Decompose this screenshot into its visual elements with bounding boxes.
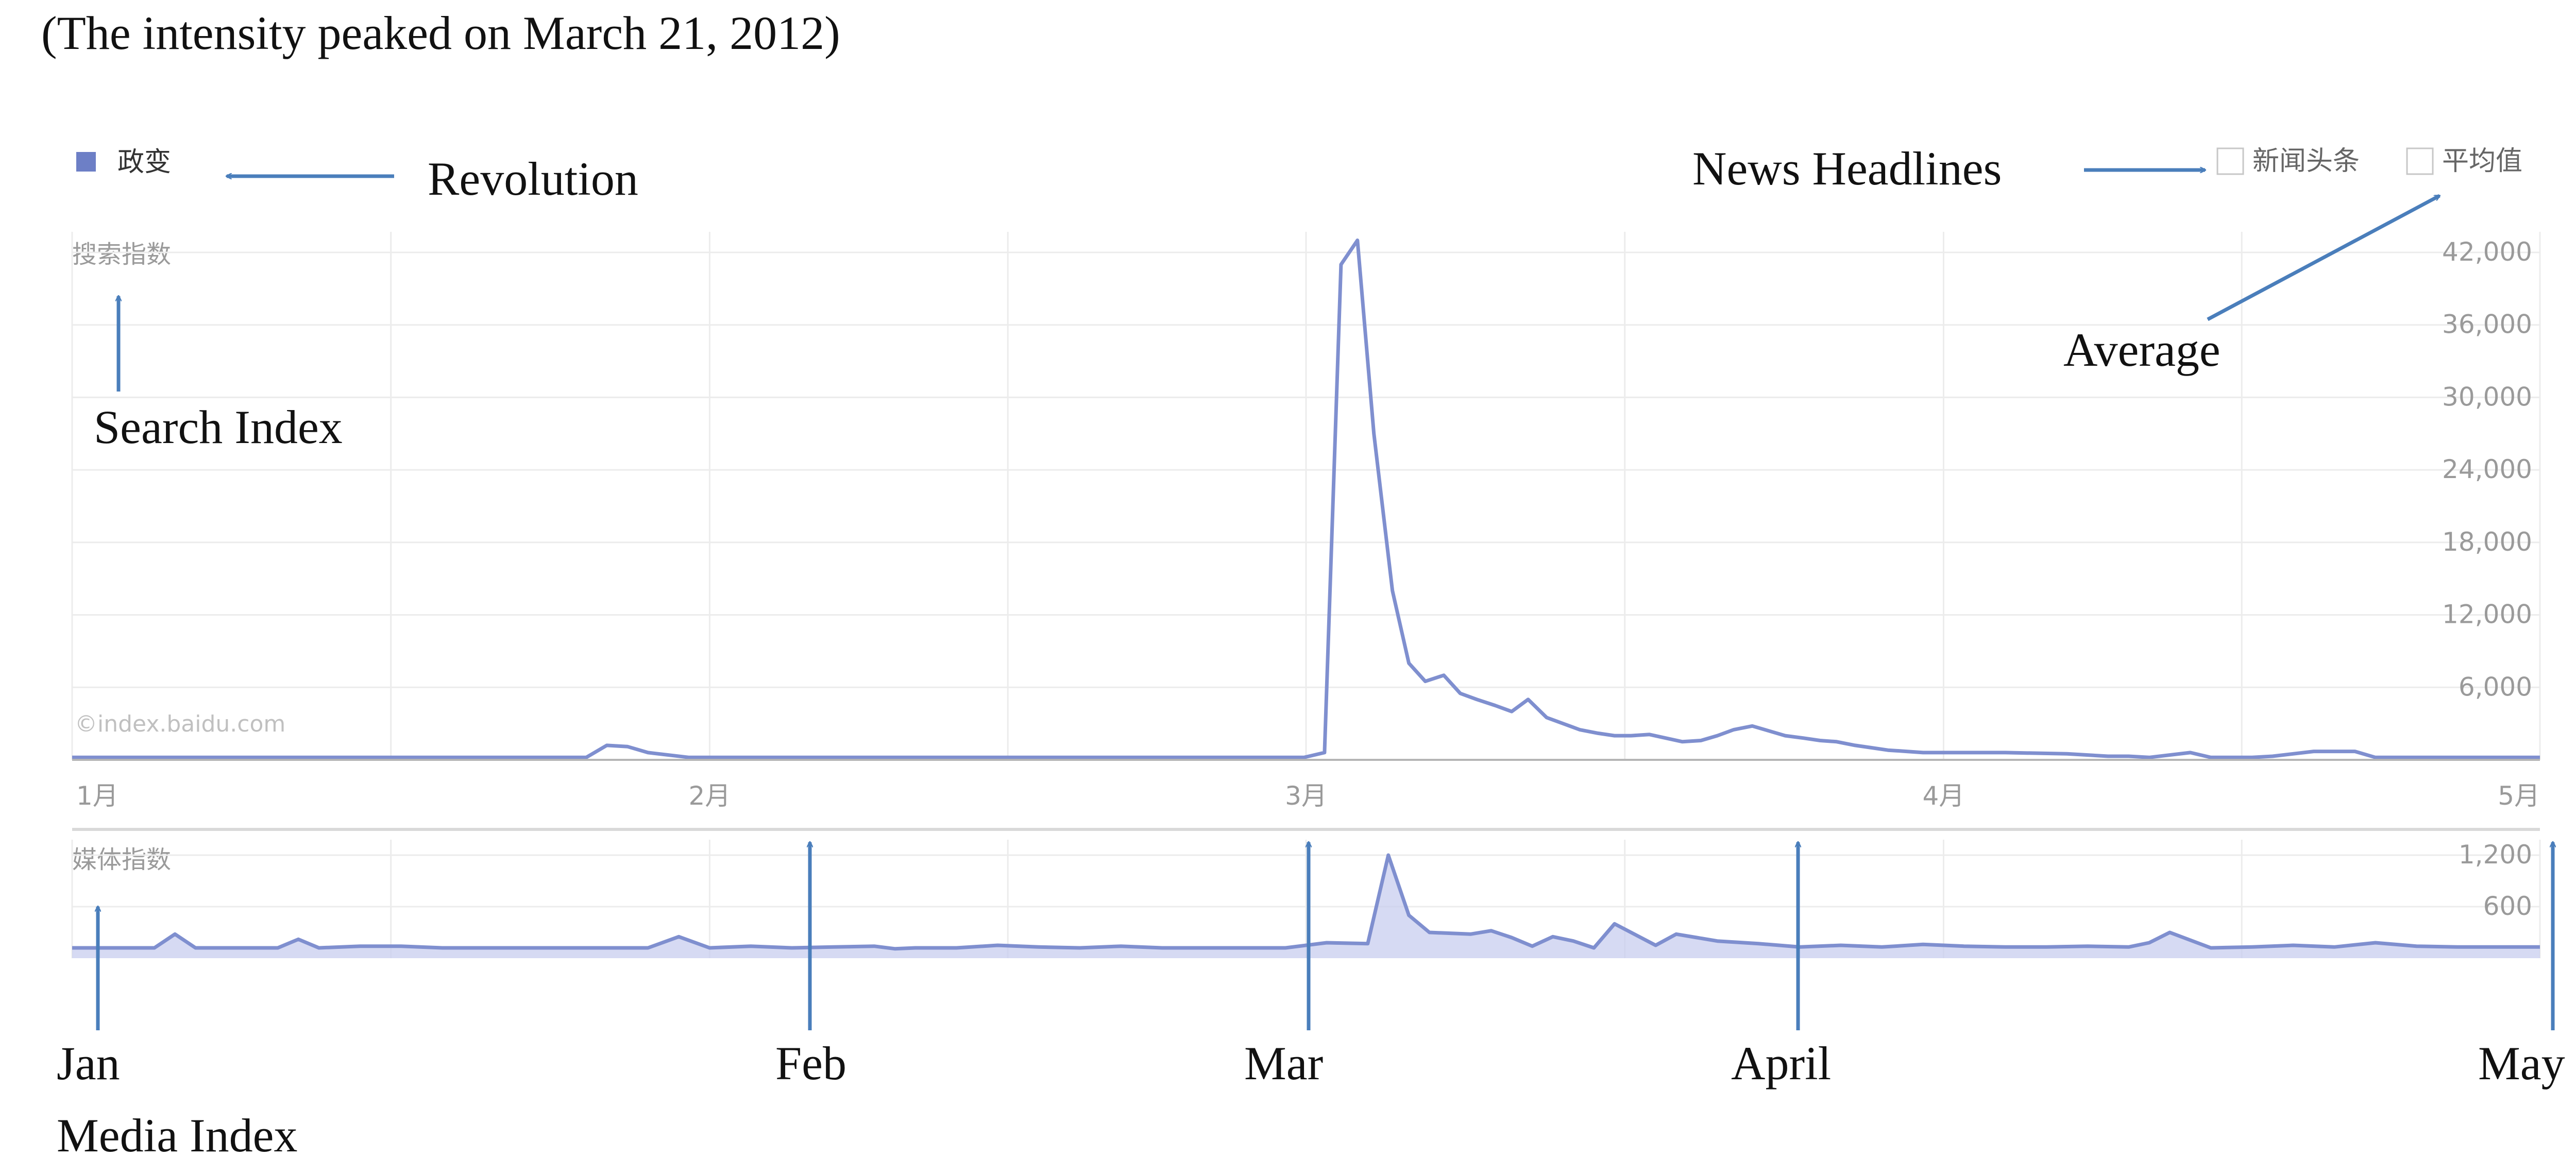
x-tick-label: 3月 (1285, 781, 1327, 811)
news-headlines-annotation: News Headlines (1692, 142, 2002, 195)
media-index-annotation: Media Index (57, 1109, 298, 1162)
search-y-tick-label: 30,000 (2442, 382, 2532, 412)
legend-series-swatch (76, 152, 96, 172)
search-y-tick-label: 12,000 (2442, 600, 2532, 630)
media-gridlines (71, 840, 2541, 958)
watermark: ©index.baidu.com (75, 711, 285, 737)
average-checkbox[interactable] (2406, 147, 2434, 175)
x-tick-label: 5月 (2498, 781, 2540, 811)
revolution-annotation: Revolution (428, 152, 638, 205)
x-tick-label: 1月 (76, 781, 118, 811)
media-series (72, 853, 2540, 958)
mar-annotation: Mar (1244, 1037, 1323, 1090)
search-y-ticks: 6,000 12,000 18,000 24,000 30,000 36,000 42,00… (2442, 237, 2532, 702)
search-y-tick-label: 36,000 (2442, 310, 2532, 339)
search-panel-ylabel: 搜索指数 (72, 240, 171, 269)
search-gridlines (71, 232, 2541, 760)
search-series (72, 239, 2540, 759)
media-panel-ylabel: 媒体指数 (72, 845, 171, 874)
average-arrow (2207, 194, 2439, 321)
media-y-tick-label: 600 (2483, 891, 2532, 921)
may-annotation: May (2478, 1037, 2565, 1090)
search-y-tick-label: 24,000 (2442, 454, 2532, 484)
jan-annotation: Jan (57, 1037, 120, 1090)
feb-annotation: Feb (775, 1037, 846, 1090)
news-headlines-label: 新闻头条 (2252, 146, 2360, 177)
news-headlines-checkbox[interactable] (2216, 147, 2244, 175)
search-index-annotation: Search Index (94, 401, 343, 453)
legend-series-label: 政变 (117, 147, 171, 178)
media-y-tick-label: 1,200 (2459, 840, 2532, 870)
x-axis-ticks: 1月 2月 3月 4月 5月 (76, 781, 2540, 811)
average-label: 平均值 (2442, 146, 2522, 177)
search-y-tick-label: 18,000 (2442, 527, 2532, 557)
x-tick-label: 4月 (1923, 781, 1965, 811)
caption: (The intensity peaked on March 21, 2012) (41, 7, 840, 59)
search-y-tick-label: 6,000 (2459, 672, 2532, 702)
average-annotation: Average (2063, 324, 2221, 376)
media-y-ticks: 600 1,200 (2459, 840, 2532, 921)
april-annotation: April (1731, 1037, 1831, 1090)
media-series-line (72, 853, 2540, 951)
search-y-tick-label: 42,000 (2442, 237, 2532, 267)
search-series-line (72, 239, 2540, 759)
x-tick-label: 2月 (689, 781, 731, 811)
